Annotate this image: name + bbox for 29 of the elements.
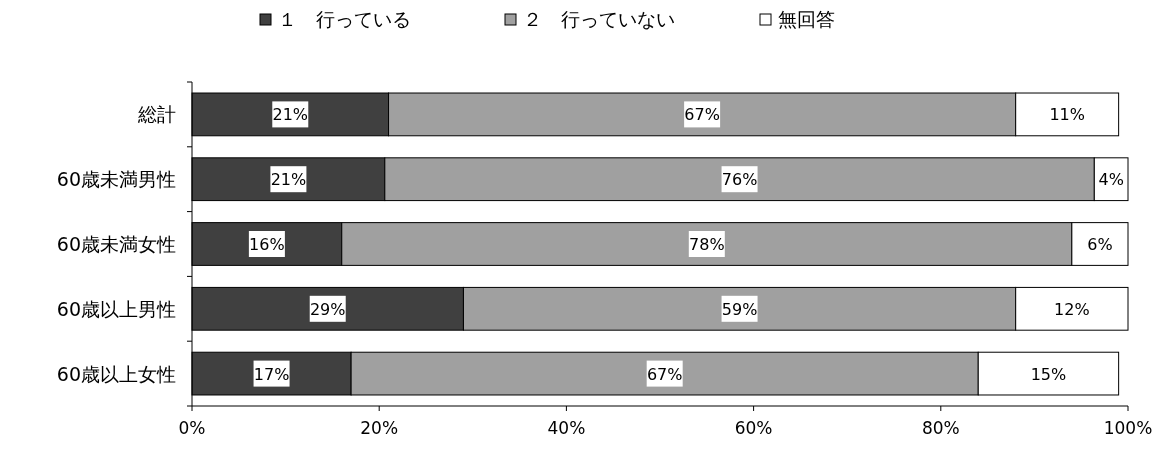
- legend-label: 無回答: [778, 8, 835, 30]
- x-tick-label: 100%: [1103, 418, 1153, 438]
- data-label: 29%: [309, 299, 346, 319]
- data-label: 59%: [721, 299, 758, 319]
- y-tick-label: 総計: [137, 103, 176, 126]
- x-tick-label: 40%: [547, 418, 586, 438]
- data-label: 11%: [1049, 105, 1085, 125]
- data-label: 15%: [1030, 364, 1067, 384]
- data-label: 6%: [1087, 235, 1113, 254]
- legend-label: １ 行っている: [278, 8, 411, 30]
- x-tick-label: 60%: [734, 418, 773, 438]
- data-label: 4%: [1098, 170, 1124, 190]
- data-label: 67%: [646, 364, 683, 384]
- data-label: 21%: [270, 170, 307, 190]
- y-tick-label: 60歳以上男性: [56, 297, 176, 320]
- data-label: 21%: [272, 105, 309, 125]
- data-label: 16%: [249, 235, 285, 254]
- x-tick-label: 80%: [921, 418, 960, 438]
- data-label: 17%: [253, 364, 290, 384]
- y-tick-label: 60歳未満男性: [56, 168, 176, 191]
- data-label: 67%: [684, 105, 720, 125]
- data-label: 76%: [721, 170, 758, 190]
- y-tick-label: 60歳未満女性: [56, 233, 176, 255]
- data-label: 12%: [1054, 299, 1090, 319]
- x-tick-label: 20%: [360, 418, 399, 438]
- data-label: 78%: [689, 235, 725, 254]
- y-tick-label: 60歳以上女性: [56, 362, 176, 385]
- legend-label: ２ 行っていない: [523, 8, 675, 30]
- x-tick-label: 0%: [178, 418, 206, 438]
